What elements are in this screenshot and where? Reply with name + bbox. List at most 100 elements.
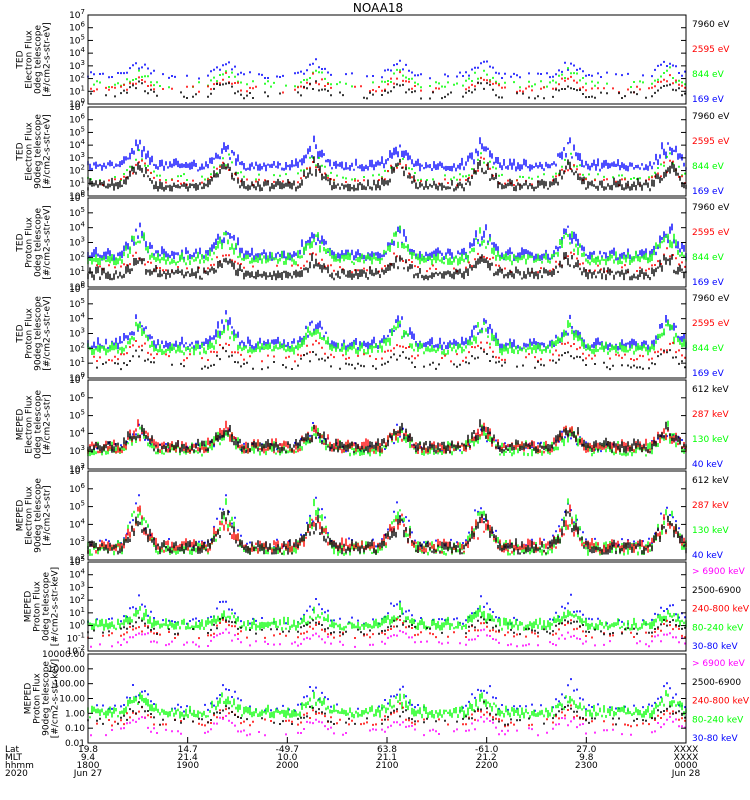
panel-frame [87,561,687,652]
x-tick-label-mlt: 10.0 [277,753,297,763]
x-row-label: Lat [5,745,20,755]
legend-entry: 844 eV [692,162,725,172]
y-tick-label: 102 [69,164,85,177]
x-tick-label-mlt: XXXX [674,753,699,763]
panel-frame [87,14,687,105]
y-tick-label: 102 [69,250,85,263]
series-5 [90,628,686,648]
legend-entry: 7960 eV [692,112,730,122]
series-3-marks [96,247,686,274]
legend-entry: 169 eV [692,278,725,288]
series-3 [96,702,686,728]
x-tick-label-lat: XXXX [674,745,699,755]
y-axis-label: MEPEDElectron Flux90deg telescope[#/cm2-… [16,478,53,553]
series-2 [93,66,686,89]
legend-entry: 30-80 keV [692,642,738,652]
legend-entry: 612 keV [692,476,729,486]
y-tick-label: 102 [69,72,85,85]
legend-entry: 130 keV [692,526,729,536]
y-tick-label: 101 [69,356,85,369]
legend-entry: 80-240 keV [692,715,744,725]
x-tick-label-mlt: 21.1 [377,753,397,763]
x-tick-label-lat: -49.7 [276,745,299,755]
legend-entry: 40 keV [692,460,724,470]
y-axis-label: TEDElectron Flux0deg telescope[#/cm2-s-s… [16,22,53,97]
y-tick-label: 100 [69,189,85,202]
y-tick-label: 100.00 [54,680,86,690]
series-5-marks [90,628,686,648]
y-tick-label: 106 [69,21,85,34]
series-1-marks [87,222,687,261]
series-2-marks [87,602,687,631]
y-tick-label: 103 [69,59,85,72]
y-tick-label: 107 [69,373,85,386]
legend-entry: 844 eV [692,253,725,263]
series-5-marks [90,715,686,737]
series-4-marks [90,80,686,100]
legend-entry: 844 eV [692,70,725,80]
y-tick-label: 105 [69,206,85,219]
x-tick-label-lat: -61.0 [475,745,499,755]
legend-entry: > 6900 keV [692,567,746,577]
x-tick-label-lat: 19.8 [78,745,98,755]
y-axis-label: TEDElectron Flux90deg telescope[#/cm2-s-… [16,114,53,189]
legend-entry: 2500-6900 [692,678,741,688]
series-4-marks [96,346,686,371]
y-tick-label: 103 [69,327,85,340]
series-2 [87,319,687,356]
y-tick-label: 104 [69,426,85,439]
y-tick-label: 100 [69,280,85,293]
legend-entry: 2595 eV [692,228,730,238]
y-tick-label: 107 [69,464,85,477]
series-3 [96,247,686,274]
series-5 [90,715,686,737]
y-tick-label: 104 [69,138,85,151]
y-tick-label: 105 [69,409,85,422]
y-tick-label: 102 [69,462,85,475]
y-tick-label: 10000.00 [42,650,85,660]
legend-entry: 2595 eV [692,45,730,55]
series-2 [87,602,687,631]
x-tick-label-mlt: 21.4 [178,753,198,763]
y-tick-label: 101 [69,84,85,97]
y-tick-label: 105 [69,297,85,310]
y-tick-label: 10-1 [67,631,85,644]
x-tick-label-hhmm: 0000 [675,761,698,771]
y-axis-label: MEPEDProton Flux90deg telescope[#/cm2-s-… [24,659,61,738]
y-tick-label: 103 [69,444,85,457]
series-2-marks [87,420,687,457]
legend-entry: 2595 eV [692,137,730,147]
legend-entry: 2595 eV [692,319,730,329]
y-tick-label: 103 [69,151,85,164]
x-tick-label-hhmm: 1800 [77,761,100,771]
y-tick-label: 100 [69,619,85,632]
series-1-marks [96,678,686,713]
y-tick-label: 104 [69,312,85,325]
y-tick-label: 102 [69,341,85,354]
legend-entry: 130 keV [692,435,729,445]
y-tick-label: 101 [69,265,85,278]
series-1 [90,494,686,549]
y-tick-label: 103 [69,535,85,548]
y-tick-label: 102 [69,553,85,566]
y-tick-label: 1000.00 [48,665,85,675]
y-tick-label: 102 [69,593,85,606]
x-tick-label-date: Jun 27 [73,769,102,779]
figure-title: NOAA18 [353,1,403,15]
y-tick-label: 104 [69,46,85,59]
series-2-marks [93,66,686,89]
x-row-label: 2020 [5,769,28,779]
y-tick-label: 100 [69,371,85,384]
x-tick-label-date: Jun 28 [671,769,701,779]
series-1 [87,58,686,80]
y-axis-label: MEPEDElectron Flux0deg telescope[#/cm2-s… [16,390,53,460]
y-tick-label: 101 [69,176,85,189]
series-1 [96,678,686,713]
legend-entry: 7960 eV [692,294,730,304]
legend-entry: 169 eV [692,187,725,197]
y-tick-label: 105 [69,33,85,46]
